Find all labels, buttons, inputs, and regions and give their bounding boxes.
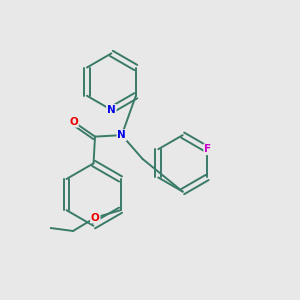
Text: F: F bbox=[204, 144, 211, 154]
Text: N: N bbox=[107, 105, 116, 115]
Text: O: O bbox=[91, 213, 100, 223]
Text: O: O bbox=[69, 117, 78, 127]
Text: N: N bbox=[117, 130, 126, 140]
